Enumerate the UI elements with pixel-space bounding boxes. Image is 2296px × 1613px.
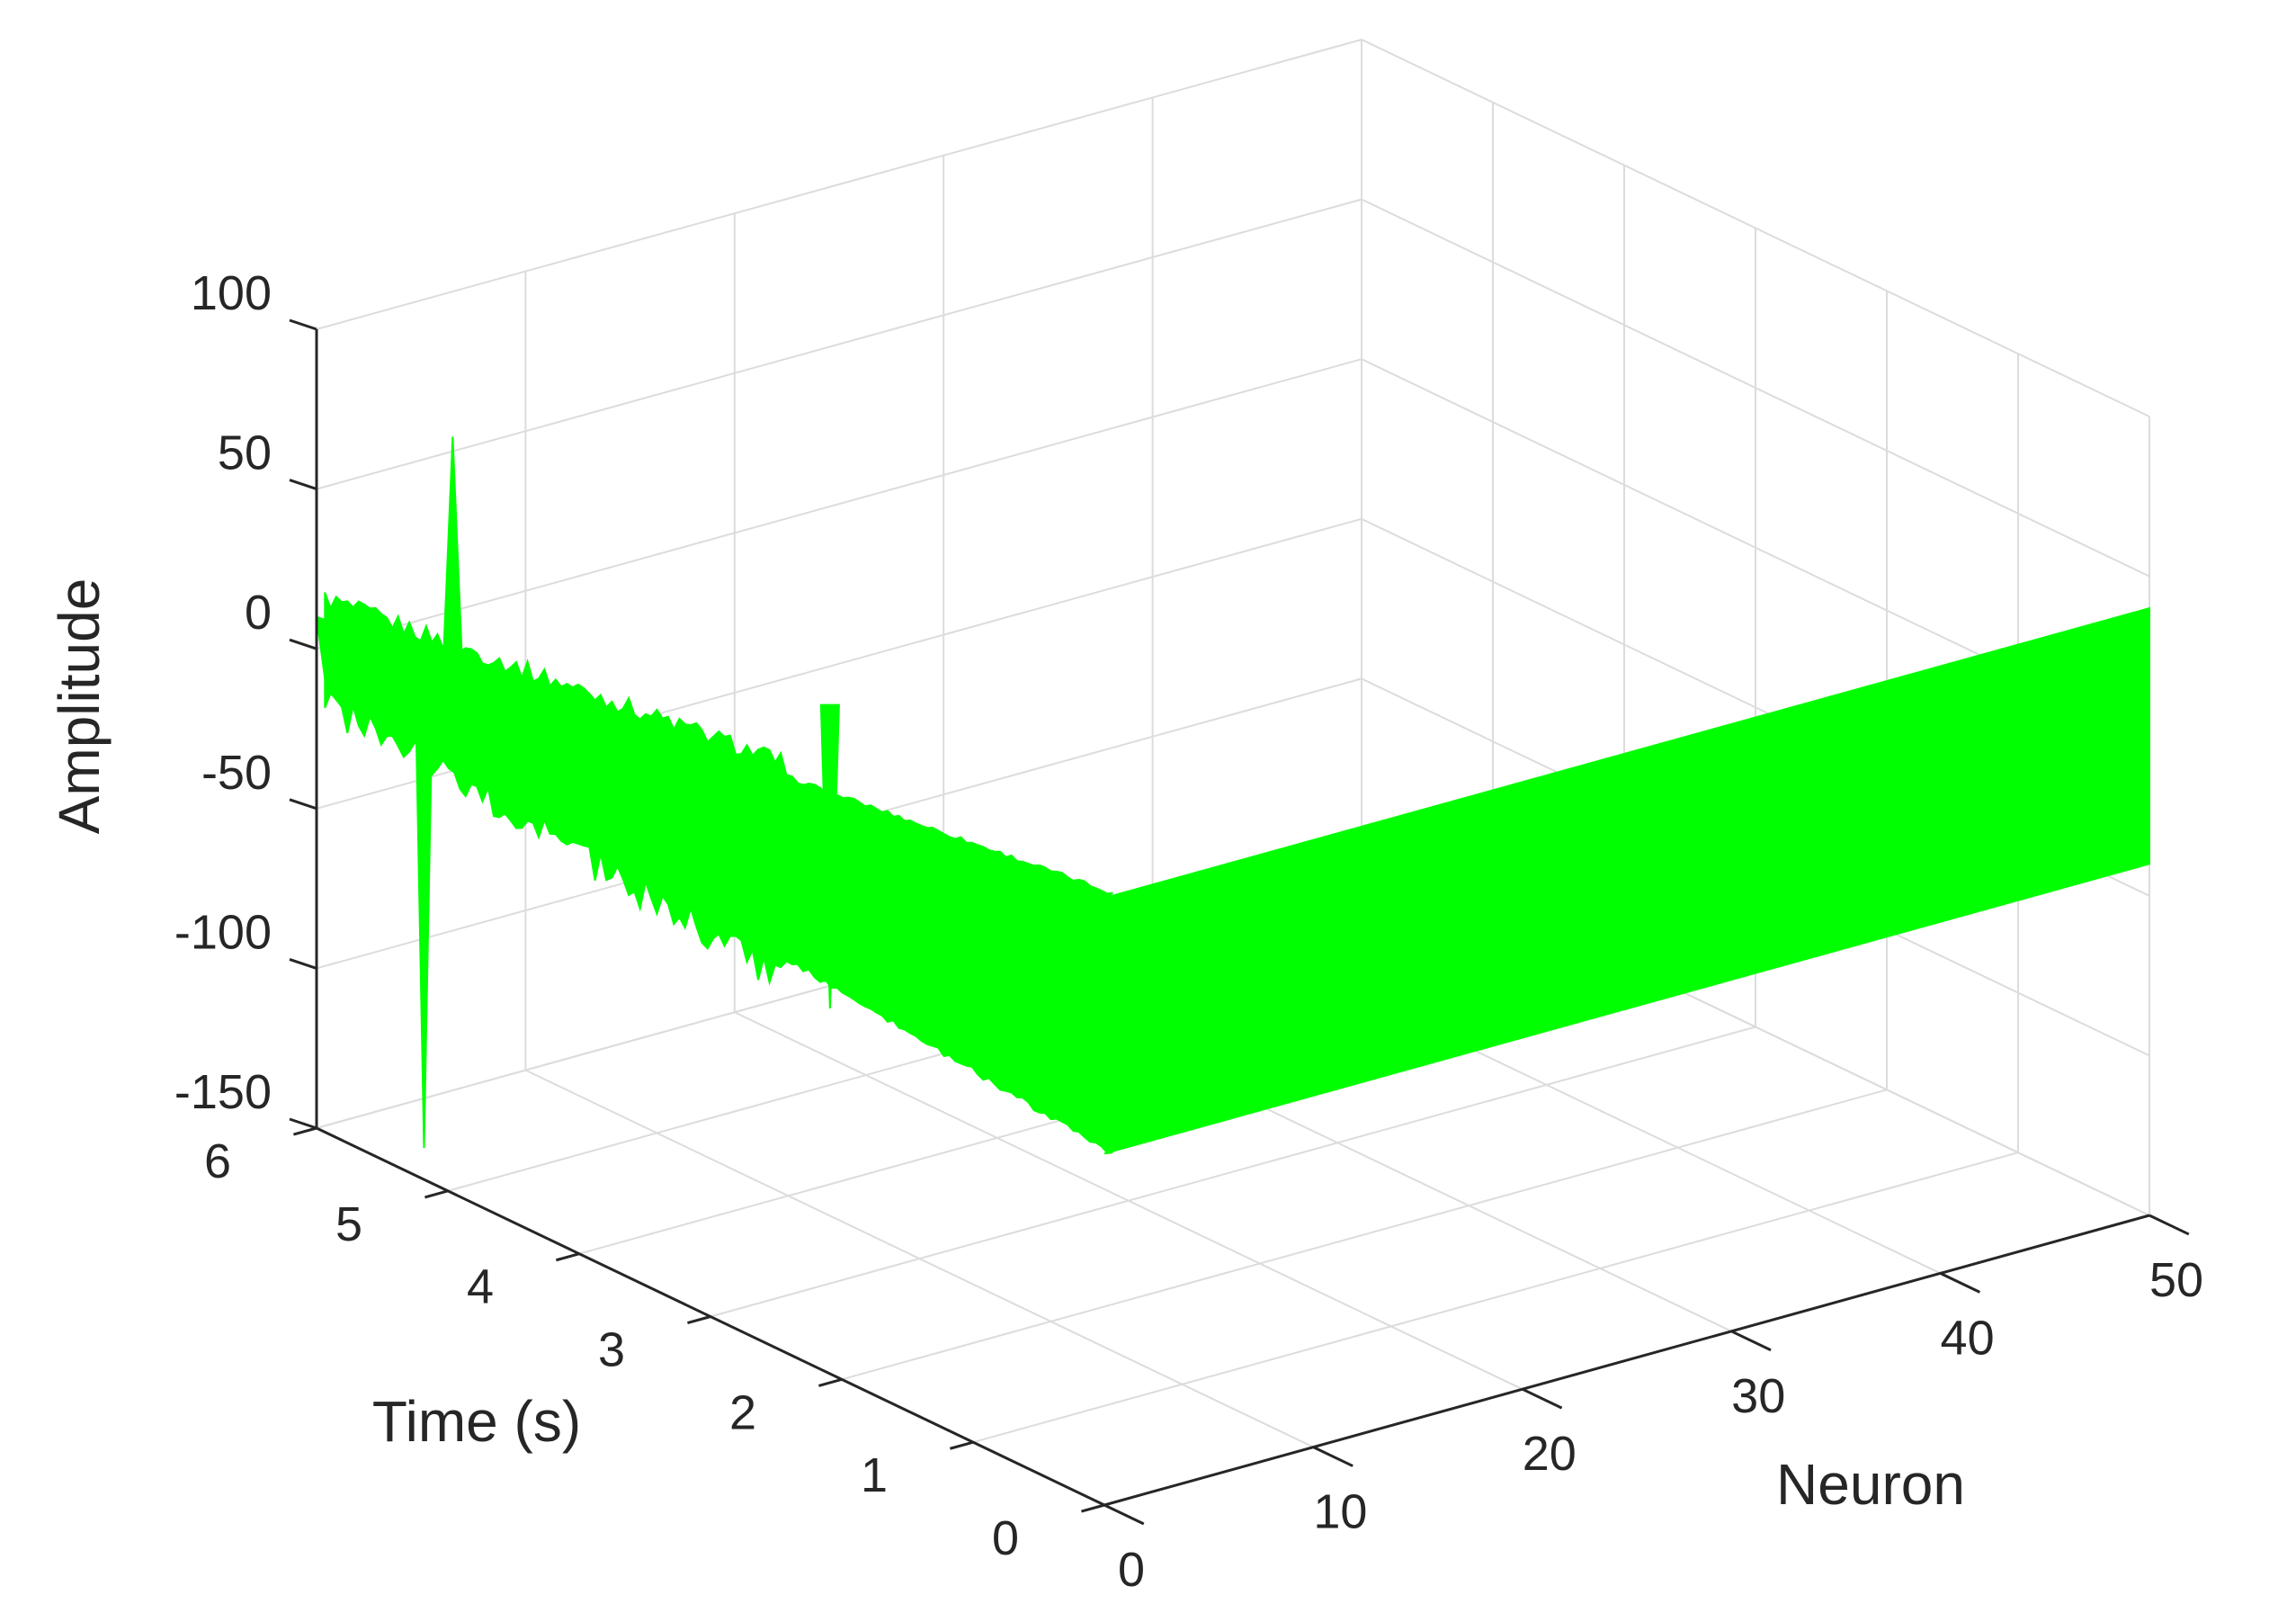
z-tick-label: -100 (174, 905, 272, 959)
floor-grid-line (710, 1026, 1756, 1318)
y-tick (424, 1189, 449, 1199)
floor-grid-line (972, 1152, 2019, 1444)
y-tick (556, 1252, 580, 1262)
x-tick (2149, 1214, 2190, 1236)
x-tick (1522, 1387, 1563, 1410)
x-tick-label: 50 (2149, 1253, 2203, 1307)
y-tick (687, 1315, 711, 1325)
surface-face (315, 615, 2150, 1152)
x-tick-label: 40 (1941, 1311, 1995, 1365)
transient-spike (819, 703, 840, 1009)
z-tick (289, 1117, 317, 1130)
x-axis-line (1103, 1214, 2150, 1507)
y-tick-label: 1 (861, 1448, 888, 1502)
x-tick-label: 20 (1523, 1427, 1577, 1481)
back-wall-grid-line (316, 39, 1362, 330)
z-tick (289, 798, 317, 811)
x-tick-label: 30 (1731, 1369, 1785, 1423)
x-tick-label: 0 (1118, 1543, 1145, 1597)
x-tick (1939, 1272, 1981, 1294)
z-tick-label: 50 (218, 426, 272, 480)
side-wall-grid-line (1361, 39, 2150, 417)
z-tick (289, 638, 317, 650)
y-tick-label: 2 (729, 1385, 756, 1439)
y-tick-label: 4 (467, 1260, 494, 1314)
x-tick (1312, 1446, 1353, 1467)
y-tick (1081, 1503, 1105, 1513)
x-axis-label: Neuron (1776, 1452, 1965, 1517)
x-tick-label: 10 (1313, 1485, 1367, 1539)
x-tick (1730, 1330, 1772, 1352)
z-tick (289, 318, 317, 331)
y-tick (818, 1377, 843, 1387)
transient-spike (442, 436, 463, 652)
back-wall-grid-line (316, 358, 1362, 650)
y-tick-label: 3 (598, 1323, 625, 1377)
y-axis-label: Time (s) (372, 1389, 581, 1454)
z-tick-label: 100 (191, 266, 272, 320)
back-wall-grid-line (316, 198, 1362, 490)
z-tick-label: -50 (201, 746, 272, 800)
y-tick-label: 0 (992, 1511, 1019, 1565)
surface (315, 436, 2150, 1155)
z-tick-label: -150 (174, 1065, 272, 1119)
axes (289, 318, 2190, 1526)
surface-envelope (324, 592, 2150, 1155)
transient-spike (414, 668, 434, 1149)
floor-grid-line (841, 1089, 1888, 1381)
side-wall-grid-line (1361, 198, 2150, 578)
tick-labels: 0 10 20 30 40 50 0 1 2 3 4 5 6 -150 -100 -50 0 50 100 (174, 266, 2203, 1597)
z-tick-label: 0 (245, 586, 272, 640)
z-tick (289, 957, 317, 970)
y-tick-label: 5 (335, 1197, 362, 1251)
x-tick (1103, 1503, 1145, 1526)
y-tick (293, 1126, 317, 1136)
y-tick (950, 1440, 974, 1450)
y-tick-label: 6 (204, 1134, 231, 1188)
z-axis-label: Amplitude (47, 578, 112, 835)
z-tick (289, 479, 317, 491)
